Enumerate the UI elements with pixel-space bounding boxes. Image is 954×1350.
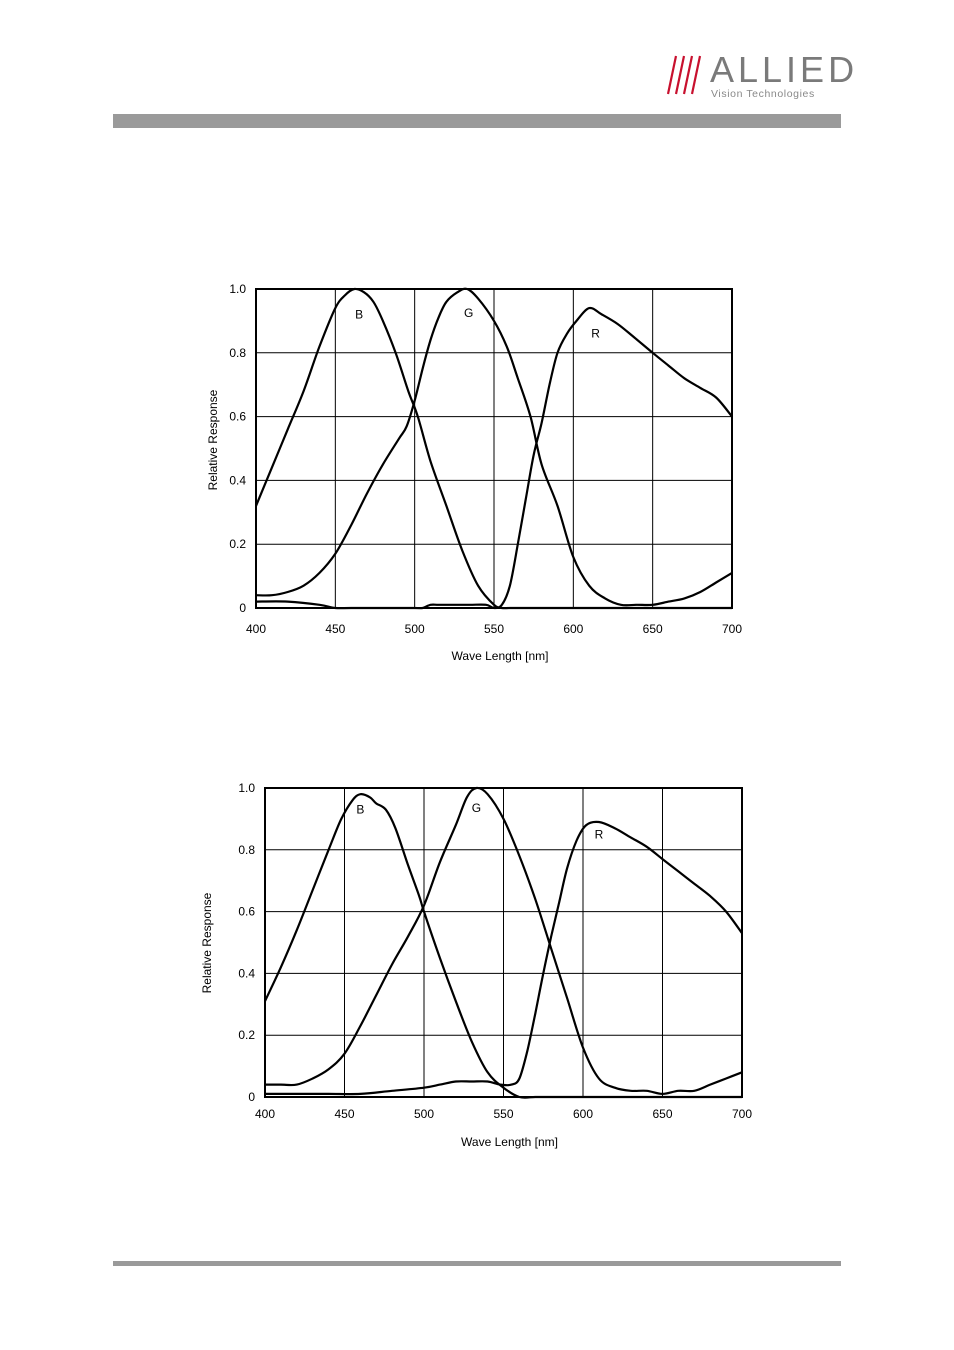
x-tick-label: 500 (414, 1107, 434, 1121)
x-tick-label: 650 (652, 1107, 672, 1121)
logo-slashes-icon (666, 55, 702, 95)
y-tick-label: 0.4 (238, 966, 255, 980)
series-label-b: B (355, 308, 363, 322)
y-tick-label: 1.0 (229, 282, 246, 296)
logo-tagline: Vision Technologies (711, 88, 815, 100)
footer-divider (113, 1261, 841, 1266)
x-tick-label: 550 (484, 622, 504, 636)
x-tick-label: 650 (643, 622, 663, 636)
series-label-b: B (356, 803, 364, 817)
header-divider (113, 114, 841, 128)
y-axis-label: Relative Response (206, 389, 220, 490)
series-curve-r (255, 306, 733, 610)
y-tick-label: 0.2 (229, 537, 246, 551)
x-tick-label: 400 (246, 622, 266, 636)
y-tick-label: 0.6 (229, 410, 246, 424)
x-axis-label: Wave Length [nm] (461, 1135, 558, 1149)
chart-1: 400 450 500 550 600 650 700 0 0.2 0.4 0.6 0.8 1.0 Wav… (206, 282, 742, 663)
series-curve-b (263, 793, 742, 1099)
x-tick-label: 700 (732, 1107, 752, 1121)
y-tick-label: 1.0 (238, 781, 255, 795)
x-tick-label: 600 (573, 1107, 593, 1121)
logo-slash-stroke (674, 55, 686, 95)
series-label-g: G (464, 306, 473, 320)
x-tick-label: 600 (563, 622, 583, 636)
y-tick-label: 0.8 (238, 843, 255, 857)
logo-slash-stroke (682, 55, 694, 95)
y-tick-label: 0.2 (238, 1028, 255, 1042)
x-axis-label: Wave Length [nm] (452, 649, 549, 663)
x-tick-label: 700 (722, 622, 742, 636)
y-axis-label: Relative Response (200, 892, 214, 993)
series-curve-g (255, 287, 733, 607)
y-tick-label: 0.8 (229, 346, 246, 360)
series-curve-b (254, 287, 732, 610)
plot-frame (264, 787, 743, 1098)
series-label-g: G (472, 801, 481, 815)
x-tick-label: 400 (255, 1107, 275, 1121)
y-tick-label: 0 (248, 1090, 255, 1104)
y-tick-label: 0.4 (229, 473, 246, 487)
series-curve-r (264, 820, 743, 1096)
series-curve-g (264, 786, 743, 1095)
logo-slash-stroke (666, 55, 678, 95)
chart-2: 400 450 500 550 600 650 700 0 0.2 0.4 0.6 0.8 1.0 Wav… (200, 781, 752, 1149)
x-tick-label: 450 (325, 622, 345, 636)
logo-brand-text: ALLIED (710, 49, 859, 90)
series-label-r: R (595, 827, 604, 841)
x-tick-label: 550 (493, 1107, 513, 1121)
series-label-r: R (591, 327, 600, 341)
x-tick-label: 450 (334, 1107, 354, 1121)
logo-slash-stroke (690, 55, 702, 95)
y-tick-label: 0 (239, 601, 246, 615)
allied-logo: ALLIED Vision Technologies (664, 52, 854, 102)
x-tick-label: 500 (405, 622, 425, 636)
y-tick-label: 0.6 (238, 905, 255, 919)
